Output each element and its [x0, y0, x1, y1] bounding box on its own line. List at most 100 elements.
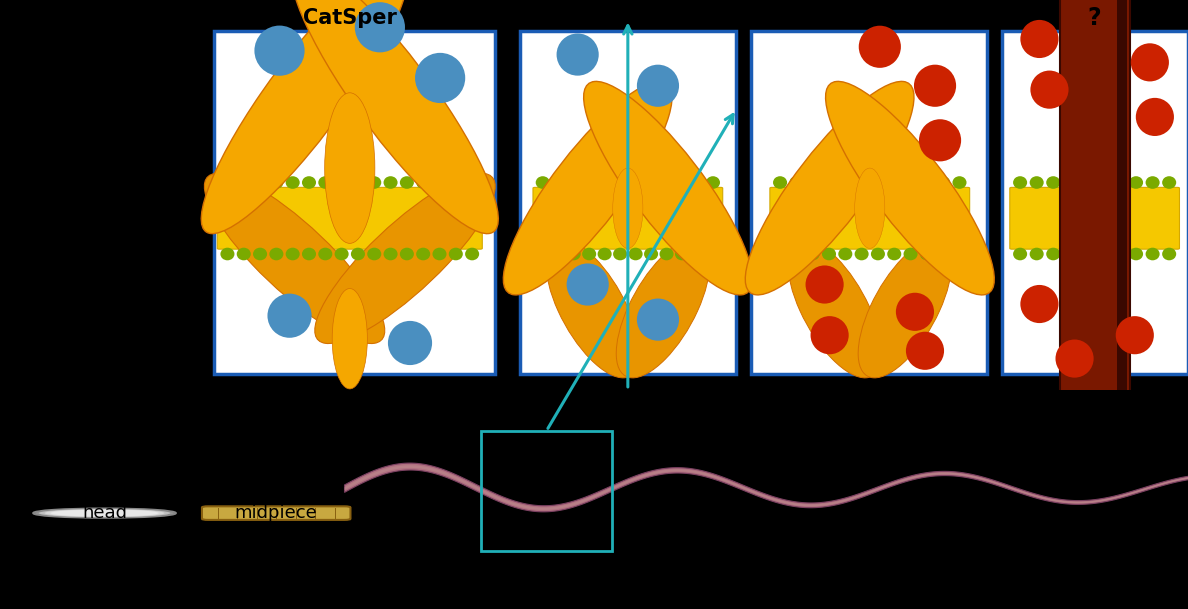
Ellipse shape	[1020, 20, 1059, 58]
Ellipse shape	[567, 248, 581, 260]
Ellipse shape	[810, 316, 848, 354]
Bar	[1060, 0, 1130, 540]
Ellipse shape	[1116, 316, 1154, 354]
Ellipse shape	[1095, 176, 1110, 189]
Ellipse shape	[221, 176, 234, 189]
Ellipse shape	[267, 294, 311, 338]
Ellipse shape	[567, 176, 581, 189]
Ellipse shape	[789, 176, 803, 189]
Ellipse shape	[887, 176, 902, 189]
Ellipse shape	[675, 176, 689, 189]
Ellipse shape	[335, 248, 348, 260]
Polygon shape	[345, 463, 1188, 512]
Ellipse shape	[788, 239, 881, 378]
Ellipse shape	[1030, 176, 1044, 189]
Ellipse shape	[839, 248, 852, 260]
Ellipse shape	[350, 176, 365, 189]
Ellipse shape	[400, 176, 413, 189]
Ellipse shape	[384, 248, 398, 260]
Text: Na$^{+}$: Na$^{+}$	[1125, 444, 1161, 463]
Ellipse shape	[254, 26, 304, 76]
Ellipse shape	[39, 509, 170, 517]
Ellipse shape	[536, 248, 550, 260]
FancyBboxPatch shape	[751, 31, 987, 374]
Ellipse shape	[613, 168, 643, 248]
Ellipse shape	[1145, 248, 1159, 260]
Ellipse shape	[773, 248, 788, 260]
Ellipse shape	[1131, 43, 1169, 82]
Ellipse shape	[556, 33, 599, 76]
Ellipse shape	[1030, 248, 1044, 260]
Ellipse shape	[637, 298, 680, 340]
Ellipse shape	[285, 176, 299, 189]
Text: midpiece: midpiece	[235, 504, 317, 522]
Ellipse shape	[1162, 176, 1176, 189]
Ellipse shape	[936, 248, 950, 260]
FancyBboxPatch shape	[214, 31, 495, 374]
Ellipse shape	[914, 65, 956, 107]
Ellipse shape	[854, 168, 885, 248]
Ellipse shape	[745, 82, 914, 295]
Ellipse shape	[432, 176, 447, 189]
Ellipse shape	[1030, 71, 1068, 109]
Text: Principal piece: Principal piece	[784, 553, 927, 572]
FancyBboxPatch shape	[1003, 31, 1188, 374]
Ellipse shape	[805, 176, 820, 189]
Ellipse shape	[236, 176, 251, 189]
Ellipse shape	[415, 53, 466, 103]
Ellipse shape	[953, 176, 967, 189]
Ellipse shape	[854, 248, 868, 260]
Ellipse shape	[826, 82, 994, 295]
Ellipse shape	[598, 176, 612, 189]
Ellipse shape	[887, 248, 902, 260]
Ellipse shape	[659, 176, 674, 189]
Ellipse shape	[335, 176, 348, 189]
Ellipse shape	[333, 289, 367, 389]
Ellipse shape	[432, 248, 447, 260]
Ellipse shape	[355, 2, 405, 52]
Ellipse shape	[822, 248, 836, 260]
Ellipse shape	[416, 248, 430, 260]
Ellipse shape	[1047, 248, 1060, 260]
Ellipse shape	[896, 293, 934, 331]
Ellipse shape	[1013, 176, 1028, 189]
Ellipse shape	[854, 176, 868, 189]
Ellipse shape	[805, 266, 843, 304]
Ellipse shape	[628, 176, 643, 189]
Ellipse shape	[1095, 248, 1110, 260]
Ellipse shape	[659, 248, 674, 260]
Ellipse shape	[582, 176, 596, 189]
Ellipse shape	[839, 176, 852, 189]
Ellipse shape	[291, 0, 498, 234]
FancyBboxPatch shape	[1010, 188, 1180, 249]
Ellipse shape	[204, 174, 385, 343]
Ellipse shape	[504, 82, 672, 295]
Text: Hv1: Hv1	[605, 7, 651, 27]
Ellipse shape	[920, 119, 961, 161]
Ellipse shape	[236, 248, 251, 260]
Ellipse shape	[920, 248, 934, 260]
Ellipse shape	[773, 176, 788, 189]
Ellipse shape	[871, 176, 885, 189]
Ellipse shape	[1063, 248, 1076, 260]
Ellipse shape	[858, 239, 952, 378]
Ellipse shape	[324, 93, 375, 244]
Ellipse shape	[33, 509, 176, 518]
Text: KSper (Slo1/Slo3): KSper (Slo1/Slo3)	[766, 7, 973, 27]
Text: Ca$^{2+}$: Ca$^{2+}$	[400, 423, 446, 443]
Text: CatSper: CatSper	[303, 7, 397, 27]
Ellipse shape	[318, 248, 333, 260]
Ellipse shape	[1112, 176, 1126, 189]
Ellipse shape	[465, 248, 479, 260]
Ellipse shape	[904, 248, 917, 260]
Text: endpiece: endpiece	[1069, 403, 1158, 422]
Ellipse shape	[706, 248, 720, 260]
Ellipse shape	[45, 509, 164, 517]
Ellipse shape	[904, 176, 917, 189]
Ellipse shape	[388, 321, 432, 365]
Ellipse shape	[367, 248, 381, 260]
Ellipse shape	[1129, 248, 1143, 260]
Ellipse shape	[859, 26, 901, 68]
Ellipse shape	[706, 176, 720, 189]
Ellipse shape	[1063, 176, 1076, 189]
